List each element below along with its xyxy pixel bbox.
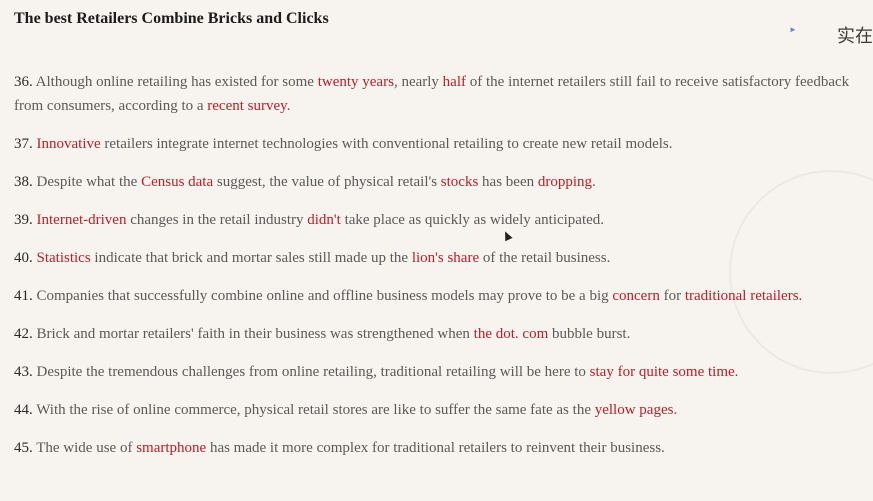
statement-text: .: [286, 98, 291, 114]
highlighted-phrase: dropping: [537, 174, 593, 190]
highlighted-phrase: traditional retailers.: [684, 288, 803, 304]
statement-text: With the rise of online commerce, physic…: [32, 402, 595, 418]
triangle-marker-icon: ►: [789, 25, 797, 34]
statement-item: 36. Although online retailing has existe…: [14, 70, 862, 118]
statement-number: 36.: [14, 74, 33, 90]
statement-text: .: [673, 402, 678, 418]
statement-text: Despite the tremendous challenges from o…: [32, 364, 590, 380]
statement-number: 44.: [14, 402, 33, 418]
statement-item: 39. Internet-driven changes in the retai…: [14, 208, 862, 232]
statement-text: Despite what the: [32, 174, 142, 190]
statement-text: bubble burst.: [548, 326, 631, 342]
statement-text: Brick and mortar retailers' faith in the…: [32, 326, 474, 342]
statement-number: 37.: [14, 136, 33, 152]
statement-list: 36. Although online retailing has existe…: [14, 70, 862, 474]
highlighted-phrase: half: [442, 74, 466, 90]
highlighted-phrase: recent survey: [207, 98, 287, 114]
page-title: The best Retailers Combine Bricks and Cl…: [14, 10, 329, 27]
highlighted-phrase: stocks: [440, 174, 479, 190]
highlighted-phrase: yellow pages: [594, 402, 674, 418]
statement-item: 37. Innovative retailers integrate inter…: [14, 132, 862, 156]
statement-text: for: [659, 288, 685, 304]
highlighted-phrase: lion's share: [411, 250, 480, 266]
highlighted-phrase: concern: [612, 288, 660, 304]
highlighted-phrase: smartphone: [136, 440, 207, 456]
statement-text: of the retail business.: [479, 250, 611, 266]
highlighted-phrase: twenty years: [317, 74, 394, 90]
highlighted-phrase: the dot. com: [473, 326, 549, 342]
statement-number: 42.: [14, 326, 33, 342]
statement-number: 39.: [14, 212, 33, 228]
statement-text: Although online retailing has existed fo…: [32, 74, 318, 90]
highlighted-phrase: Internet-driven: [36, 212, 127, 228]
highlighted-phrase: didn't: [307, 212, 341, 228]
statement-text: take place as quickly as widely anticipa…: [340, 212, 605, 228]
statement-item: 43. Despite the tremendous challenges fr…: [14, 360, 862, 384]
highlighted-phrase: stay for quite some time: [589, 364, 735, 380]
statement-text: retailers integrate internet technologie…: [100, 136, 673, 152]
statement-text: changes in the retail industry: [126, 212, 308, 228]
statement-text: has made it more complex for traditional…: [206, 440, 665, 456]
statement-text: indicate that brick and mortar sales sti…: [90, 250, 412, 266]
statement-item: 42. Brick and mortar retailers' faith in…: [14, 322, 862, 346]
highlighted-phrase: Innovative: [36, 136, 101, 152]
statement-number: 41.: [14, 288, 33, 304]
statement-item: 40. Statistics indicate that brick and m…: [14, 246, 862, 270]
statement-number: 40.: [14, 250, 33, 266]
statement-text: Companies that successfully combine onli…: [32, 288, 613, 304]
statement-item: 45. The wide use of smartphone has made …: [14, 436, 862, 460]
statement-text: The wide use of: [32, 440, 137, 456]
statement-text: , nearly: [393, 74, 443, 90]
statement-text: suggest, the value of physical retail's: [213, 174, 441, 190]
statement-number: 38.: [14, 174, 33, 190]
highlighted-phrase: Census data: [141, 174, 214, 190]
statement-item: 38. Despite what the Census data suggest…: [14, 170, 862, 194]
statement-text: .: [592, 174, 596, 190]
statement-number: 43.: [14, 364, 33, 380]
statement-text: has been: [478, 174, 538, 190]
statement-text: of the internet retailers still fail to …: [14, 74, 850, 114]
statement-text: .: [734, 364, 739, 380]
highlighted-phrase: Statistics: [36, 250, 91, 266]
statement-item: 44. With the rise of online commerce, ph…: [14, 398, 862, 422]
statement-item: 41. Companies that successfully combine …: [14, 284, 862, 308]
statement-number: 45.: [14, 440, 33, 456]
side-chinese-text: 实在: [837, 26, 873, 47]
